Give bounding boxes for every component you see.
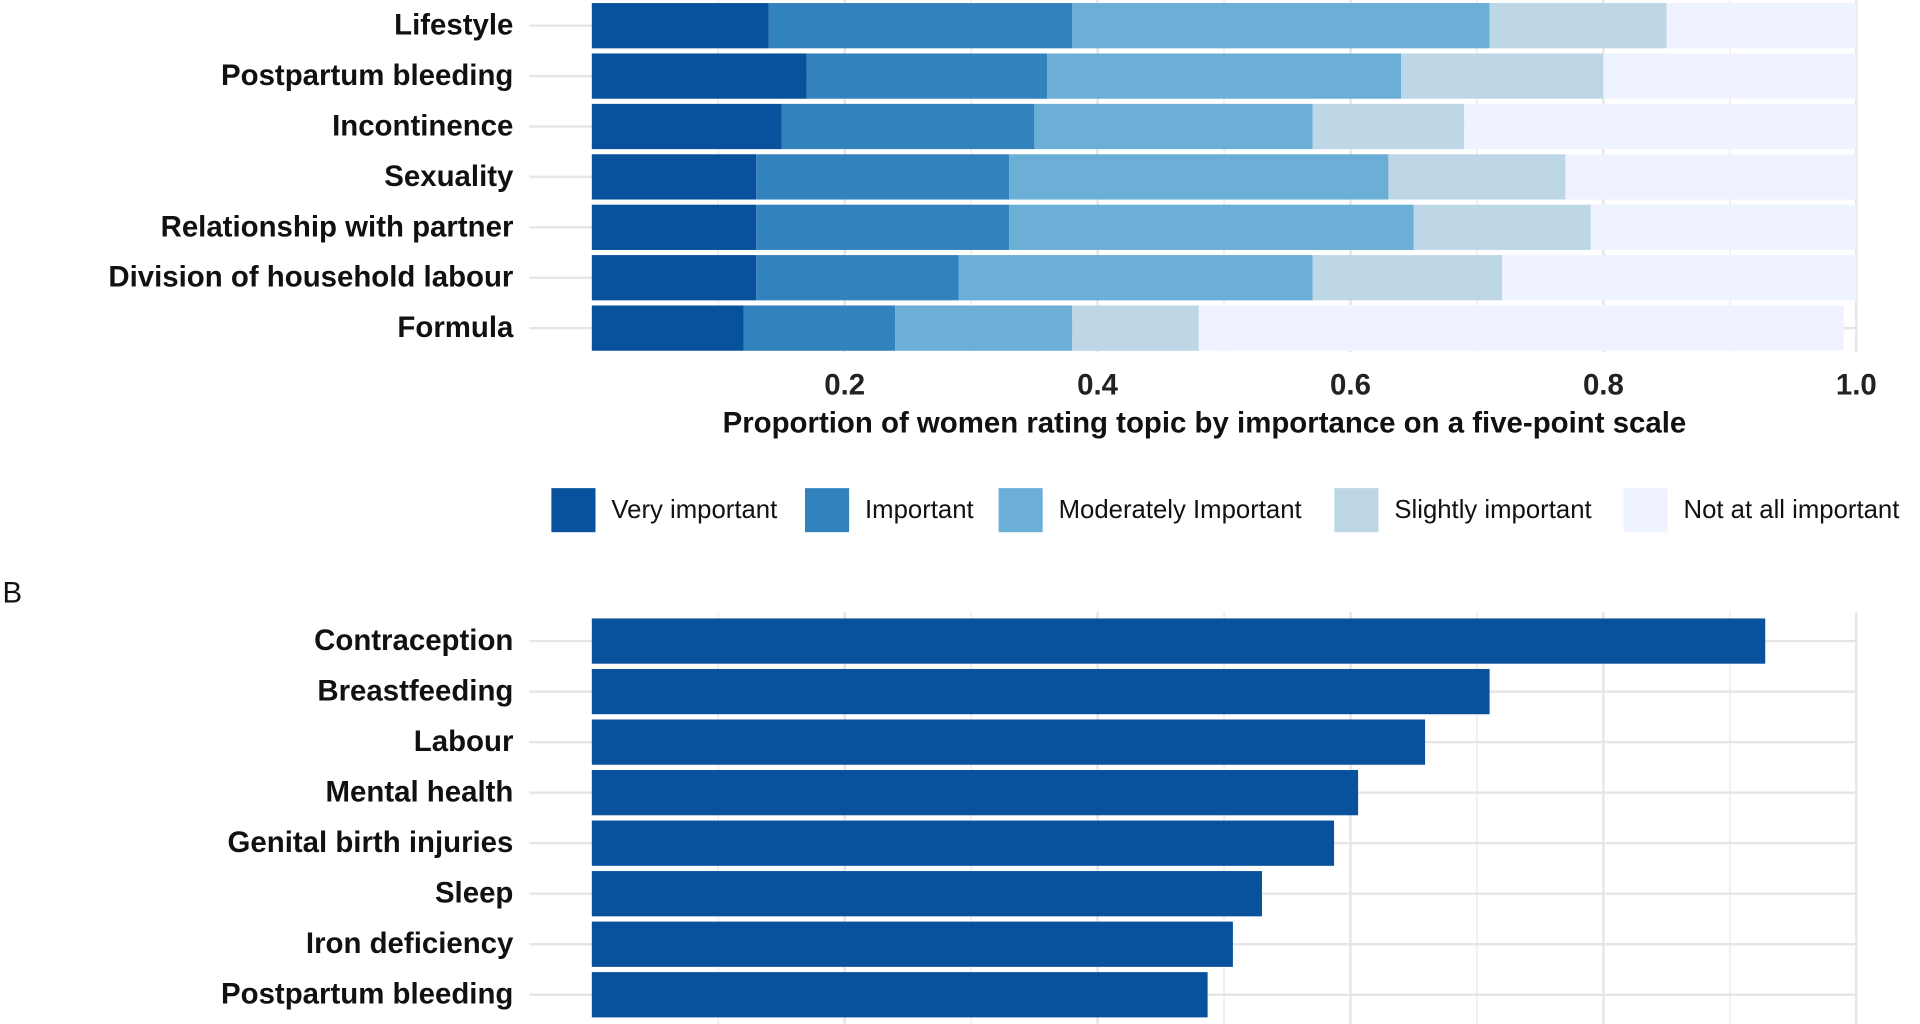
bar — [591, 719, 1426, 765]
legend-label: Moderately Important — [1059, 496, 1302, 524]
x-tick-label: 0.2 — [824, 368, 865, 401]
y-tick-label: Lifestyle — [394, 9, 513, 42]
legend-label: Important — [865, 496, 974, 524]
bar — [591, 871, 1262, 917]
legend-label: Not at all important — [1684, 496, 1900, 524]
bar-segment — [1072, 305, 1199, 351]
x-tick-label: 0.6 — [1330, 368, 1371, 401]
legend-key — [1623, 488, 1668, 533]
legend-key — [1334, 488, 1379, 533]
x-axis-title: Proportion of women rating topic by impo… — [723, 406, 1687, 439]
bar-segment — [1198, 305, 1844, 351]
y-tick-label: Incontinence — [332, 110, 513, 143]
bar — [591, 668, 1490, 715]
legend-label: Very important — [611, 496, 777, 524]
bar-segment — [781, 103, 1035, 150]
bar-segment — [1666, 3, 1857, 49]
y-tick-label: Mental health — [326, 776, 514, 809]
bar — [591, 921, 1233, 967]
y-tick-label: Labour — [414, 725, 514, 758]
y-tick-label: Contraception — [314, 624, 513, 657]
bar — [591, 770, 1359, 816]
y-tick-label: Sexuality — [384, 160, 514, 193]
legend-key — [551, 488, 596, 533]
bar-segment — [591, 103, 782, 150]
x-tick-label: 0.8 — [1583, 368, 1624, 401]
y-tick-label: Relationship with partner — [161, 210, 514, 243]
bar-segment — [1072, 3, 1490, 49]
y-tick-label: Postpartum bleeding — [221, 59, 513, 92]
y-tick-label: Sleep — [435, 877, 513, 910]
bar — [591, 972, 1208, 1018]
y-tick-label: Division of household labour — [108, 261, 513, 294]
bar-segment — [1603, 53, 1857, 99]
bar-segment — [743, 305, 896, 351]
bar-segment — [591, 53, 807, 99]
bar-segment — [591, 255, 757, 301]
bar — [591, 820, 1335, 866]
bar-segment — [1388, 154, 1566, 200]
y-tick-label: Postpartum bleeding — [221, 978, 513, 1011]
bar-segment — [1047, 53, 1402, 99]
bar-segment — [756, 204, 1010, 250]
bar-segment — [591, 204, 757, 250]
bar-segment — [1401, 53, 1604, 99]
bar-segment — [591, 305, 744, 351]
bar-segment — [591, 154, 757, 200]
bar-segment — [756, 255, 959, 301]
bar-segment — [1009, 204, 1414, 250]
bar — [591, 618, 1766, 664]
bar-segment — [1590, 204, 1857, 250]
bar-segment — [958, 255, 1313, 301]
bar-segment — [806, 53, 1048, 99]
bar-segment — [1489, 3, 1667, 49]
x-tick-label: 1.0 — [1836, 368, 1877, 401]
bar-segment — [591, 3, 769, 49]
panel-label: B — [2, 576, 22, 609]
legend-key — [998, 488, 1043, 533]
y-tick-label: Genital birth injuries — [228, 826, 514, 859]
bar-segment — [1312, 103, 1465, 150]
legend-key — [805, 488, 850, 533]
legend-label: Slightly important — [1394, 496, 1591, 524]
bar-segment — [1009, 154, 1389, 200]
x-tick-label: 0.4 — [1077, 368, 1119, 401]
y-tick-label: Breastfeeding — [317, 675, 513, 708]
bar-segment — [1413, 204, 1591, 250]
bar-segment — [1502, 255, 1857, 301]
y-tick-label: Iron deficiency — [306, 927, 514, 960]
bar-segment — [756, 154, 1010, 200]
bar-segment — [768, 3, 1073, 49]
bar-segment — [1034, 103, 1313, 150]
bar-segment — [1464, 103, 1857, 150]
bar-segment — [895, 305, 1073, 351]
bar-segment — [1565, 154, 1857, 200]
bar-segment — [1312, 255, 1503, 301]
y-tick-label: Formula — [397, 311, 514, 344]
